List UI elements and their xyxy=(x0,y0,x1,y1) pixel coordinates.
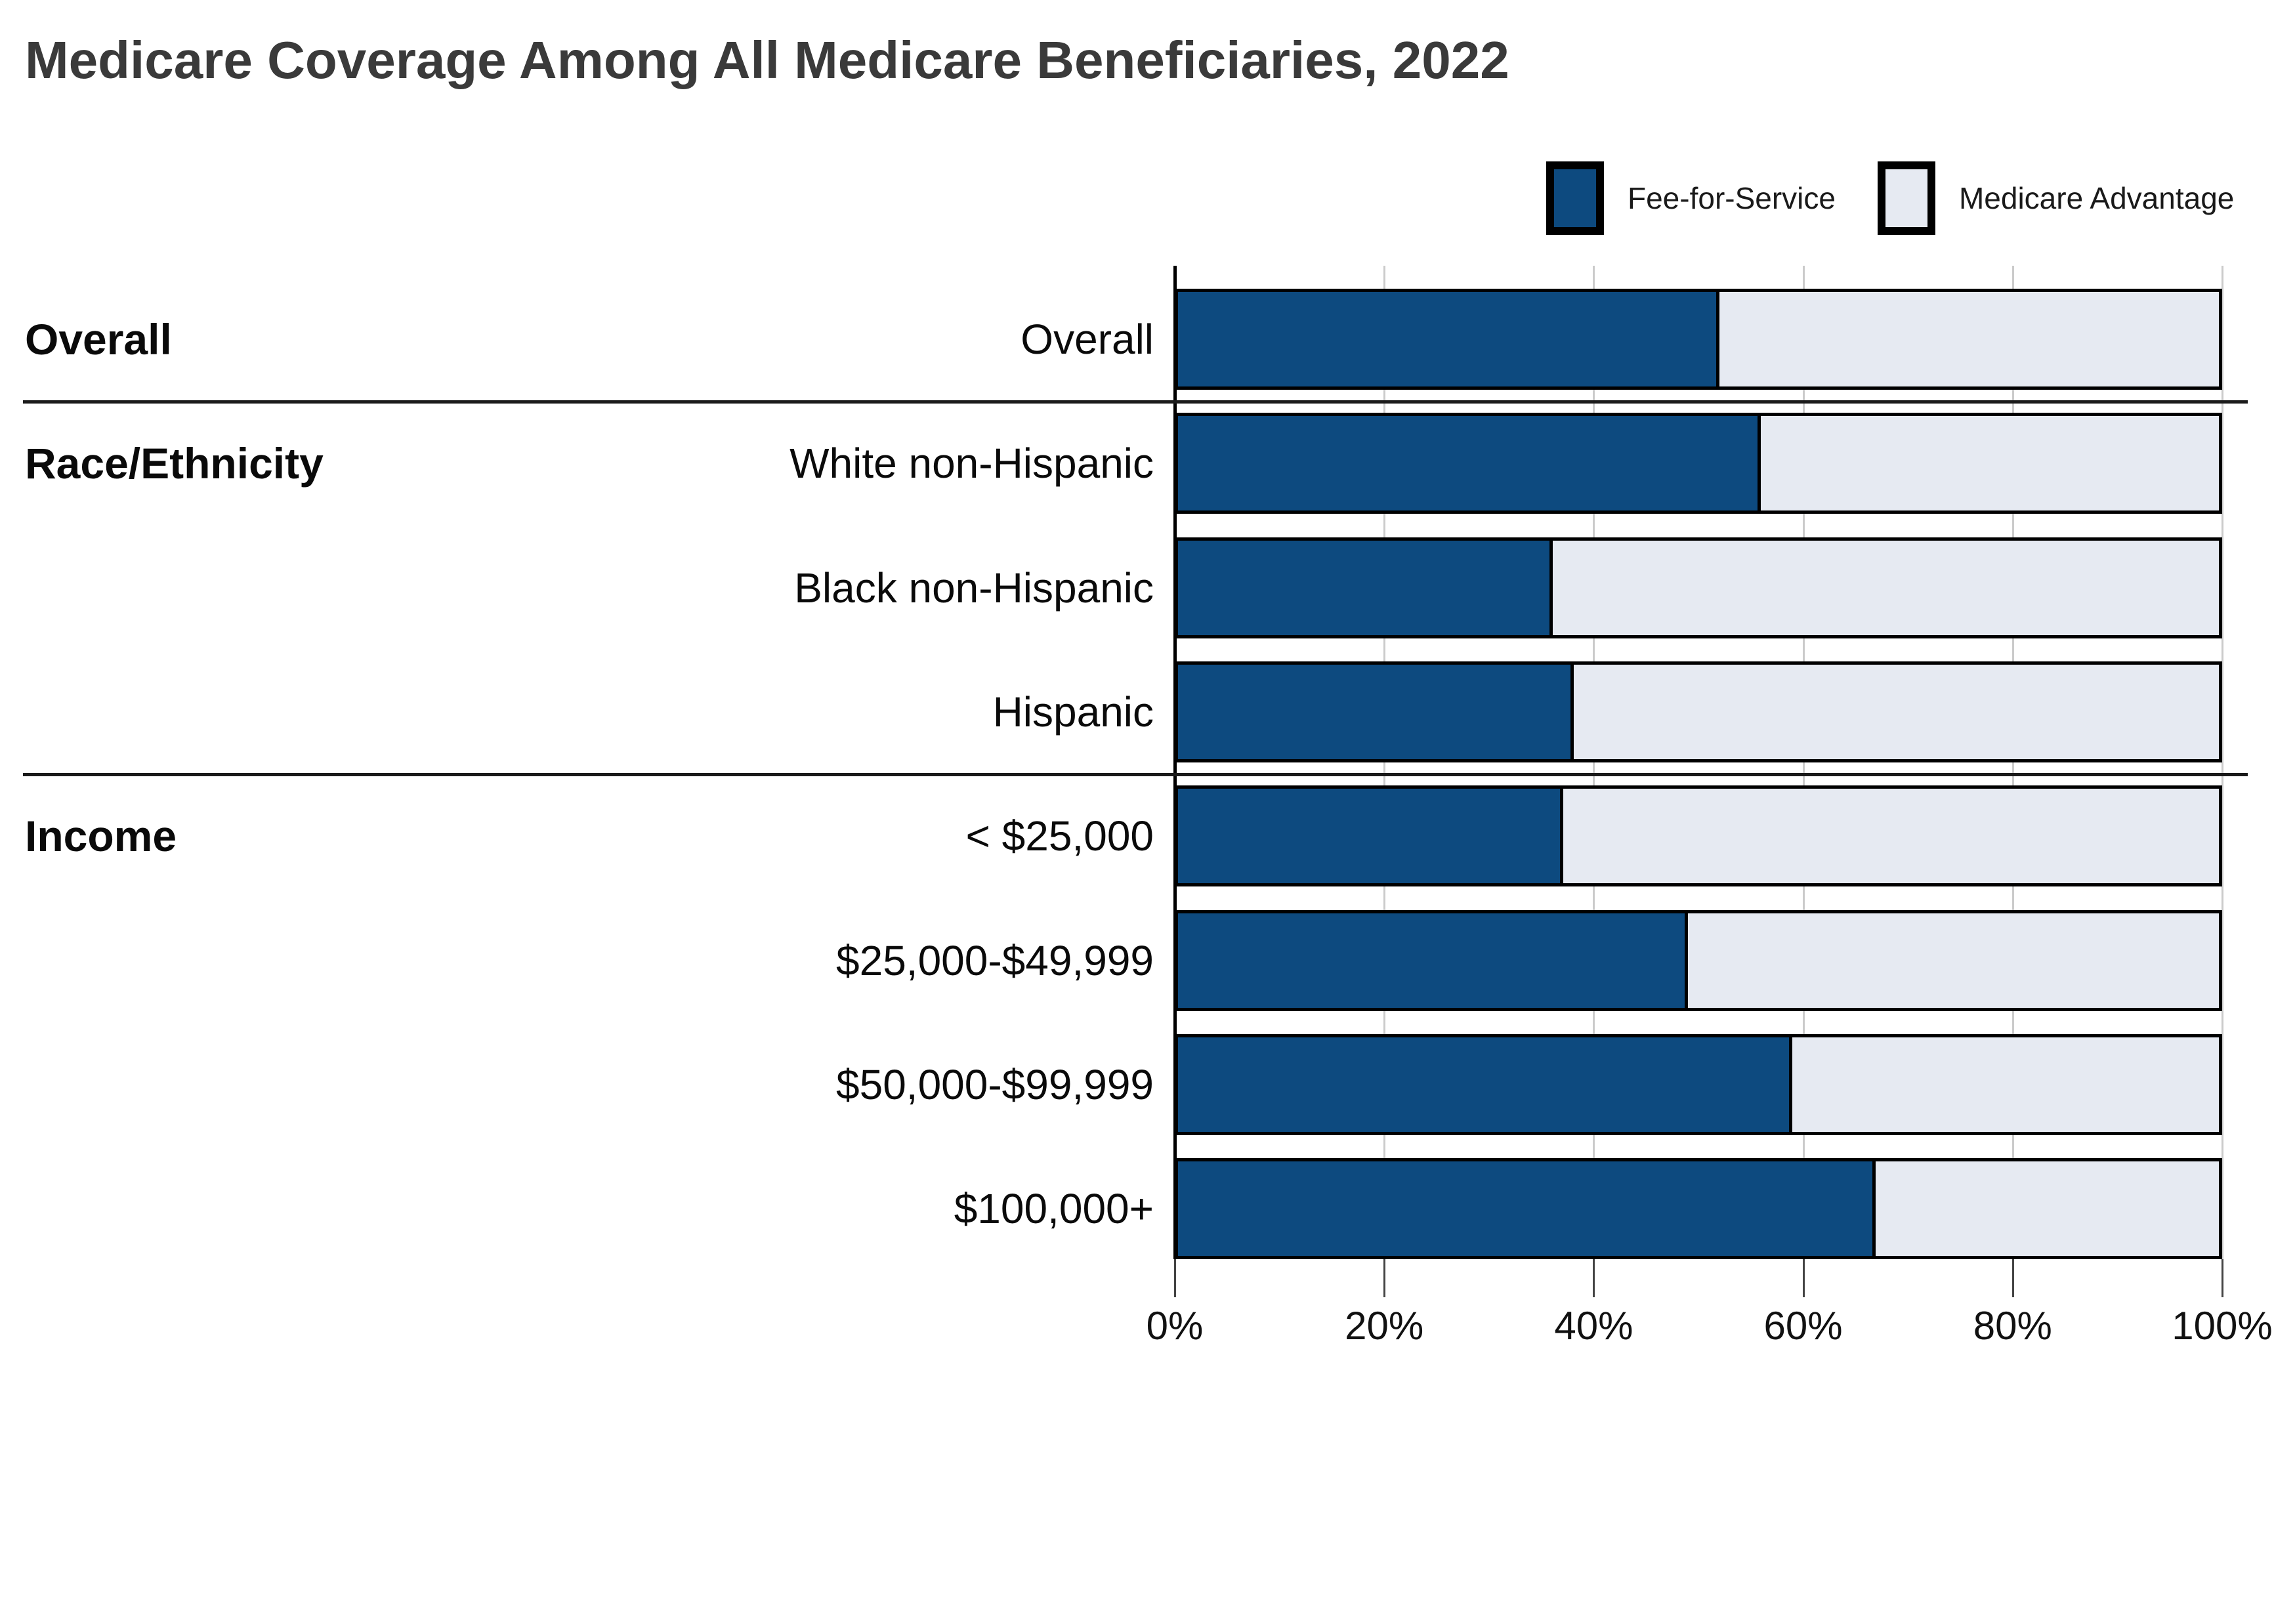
x-tick xyxy=(1174,1259,1176,1298)
medicare-advantage-segment xyxy=(1875,1161,2219,1257)
group-label-race-ethnicity: Race/Ethnicity xyxy=(25,439,324,488)
bar-25-000-49-999 xyxy=(1175,909,2222,1011)
x-tick-label: 60% xyxy=(1763,1304,1843,1348)
x-tick-label: 20% xyxy=(1345,1304,1424,1348)
row-label-25-000: < $25,000 xyxy=(965,812,1154,860)
legend-label: Fee-for-Service xyxy=(1628,181,1836,215)
gridline xyxy=(2221,266,2223,1260)
row-label-black-non-hispanic: Black non-Hispanic xyxy=(794,564,1154,612)
group-label-overall: Overall xyxy=(25,315,172,364)
medicare-advantage-segment xyxy=(1688,913,2219,1008)
group-separator xyxy=(23,400,2248,404)
fee-for-service-segment xyxy=(1178,664,1574,759)
chart-title: Medicare Coverage Among All Medicare Ben… xyxy=(25,31,1509,89)
bar-black-non-hispanic xyxy=(1175,537,2222,638)
medicare-advantage-segment xyxy=(1792,1037,2219,1132)
legend-label: Medicare Advantage xyxy=(1958,181,2235,215)
x-tick-label: 0% xyxy=(1146,1304,1204,1348)
group-separator xyxy=(23,772,2248,776)
bar-100-000 xyxy=(1175,1158,2222,1260)
fee-for-service-segment xyxy=(1178,416,1761,511)
medicare-advantage-segment xyxy=(1719,292,2219,386)
x-tick-label: 40% xyxy=(1554,1304,1633,1348)
legend-item-medicare-advantage: Medicare Advantage xyxy=(1877,161,2235,235)
legend-item-fee-for-service: Fee-for-Service xyxy=(1546,161,1878,235)
legend-swatch-fee-for-service xyxy=(1546,161,1604,235)
fee-for-service-segment xyxy=(1178,1161,1876,1257)
x-tick xyxy=(1802,1259,1805,1298)
x-tick xyxy=(1593,1259,1595,1298)
row-label-white-non-hispanic: White non-Hispanic xyxy=(790,440,1154,488)
bar-overall xyxy=(1175,289,2222,390)
row-label-50-000-99-999: $50,000-$99,999 xyxy=(836,1060,1154,1108)
gridline xyxy=(1802,266,1805,1260)
gridline xyxy=(2011,266,2014,1260)
y-axis-line xyxy=(1173,266,1177,1260)
row-label-25-000-49-999: $25,000-$49,999 xyxy=(836,936,1154,984)
x-tick xyxy=(1383,1259,1386,1298)
fee-for-service-segment xyxy=(1178,913,1689,1008)
fee-for-service-segment xyxy=(1178,789,1563,884)
row-label-hispanic: Hispanic xyxy=(992,688,1154,736)
x-tick xyxy=(2221,1259,2223,1298)
fee-for-service-segment xyxy=(1178,540,1553,635)
fee-for-service-segment xyxy=(1178,1037,1792,1132)
x-tick-label: 100% xyxy=(2172,1304,2273,1348)
row-label-overall: Overall xyxy=(1021,316,1154,363)
gridline xyxy=(1383,266,1386,1260)
medicare-advantage-segment xyxy=(1573,664,2219,759)
bar-50-000-99-999 xyxy=(1175,1033,2222,1135)
x-tick-label: 80% xyxy=(1973,1304,2052,1348)
x-tick xyxy=(2011,1259,2014,1298)
bar-white-non-hispanic xyxy=(1175,413,2222,514)
bar-25-000 xyxy=(1175,785,2222,887)
group-label-income: Income xyxy=(25,812,177,861)
legend: Fee-for-Service Medicare Advantage xyxy=(1546,161,2234,235)
medicare-advantage-segment xyxy=(1563,789,2219,884)
legend-swatch-medicare-advantage xyxy=(1877,161,1935,235)
medicare-advantage-segment xyxy=(1761,416,2219,511)
fee-for-service-segment xyxy=(1178,292,1719,386)
bar-hispanic xyxy=(1175,661,2222,762)
row-label-100-000: $100,000+ xyxy=(954,1185,1154,1233)
gridline xyxy=(1593,266,1595,1260)
medicare-advantage-segment xyxy=(1552,540,2219,635)
